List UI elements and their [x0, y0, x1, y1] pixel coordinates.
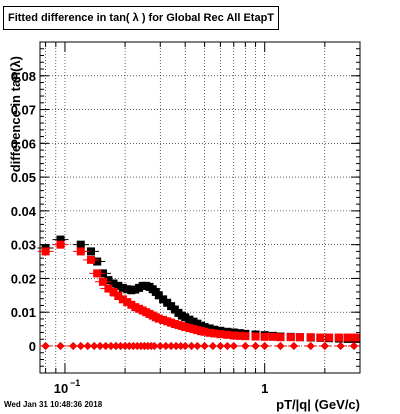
y-tick-label: 0.05: [11, 170, 36, 185]
data-point: [159, 295, 168, 304]
grid: [40, 42, 361, 373]
x-tick-exponent: −1: [70, 378, 80, 388]
tick-labels: 0 0.01 0.02 0.03 0.04 0.05 0.06 0.07 0.08 10 −1 1: [11, 69, 269, 396]
data-point: [123, 285, 132, 294]
data-point: [193, 341, 202, 350]
data-point: [154, 291, 163, 300]
data-point: [185, 315, 194, 324]
data-point: [93, 257, 102, 266]
y-tick-label: 0.08: [11, 69, 36, 84]
data-point: [181, 341, 190, 350]
data-point: [154, 314, 163, 323]
data-point: [118, 295, 127, 304]
x-axis-label: pT/|q| (GeV/c): [276, 397, 360, 412]
data-point: [260, 332, 269, 341]
diamond-series: [39, 341, 361, 350]
data-point: [276, 341, 285, 350]
data-point: [289, 341, 298, 350]
data-point: [114, 291, 123, 300]
plot-frame: [39, 41, 361, 374]
data-point: [98, 277, 107, 286]
data-point: [295, 333, 304, 342]
data-point: [351, 333, 360, 342]
data-point: [235, 331, 244, 340]
y-tick-label: 0: [29, 339, 36, 354]
x-tick-label: 1: [261, 381, 268, 396]
data-point: [216, 330, 225, 339]
data-point: [200, 327, 209, 336]
chart-title: Fitted difference in tan( λ ) for Global…: [3, 6, 279, 30]
data-point: [316, 333, 325, 342]
data-point: [104, 276, 113, 285]
data-point: [276, 333, 285, 342]
data-point: [306, 333, 315, 342]
y-tick-label: 0.07: [11, 103, 36, 118]
data-point: [56, 341, 65, 350]
data-point: [208, 341, 217, 350]
x-tick-label: 10: [54, 381, 68, 396]
data-point: [159, 315, 168, 324]
data-point: [123, 298, 132, 307]
data-point: [260, 341, 269, 350]
data-point: [86, 247, 95, 256]
data-point: [343, 333, 352, 342]
data-point: [334, 333, 343, 342]
data-point: [56, 235, 65, 244]
data-point: [251, 332, 260, 341]
data-point: [268, 332, 277, 341]
data-point: [306, 341, 315, 350]
data-point: [118, 283, 127, 292]
data-point: [76, 341, 85, 350]
data-point: [76, 247, 85, 256]
data-point: [205, 328, 214, 337]
data-point: [69, 341, 78, 350]
data-point: [241, 332, 250, 341]
data-point: [109, 279, 118, 288]
data-point: [286, 333, 295, 342]
data-point: [210, 329, 219, 338]
square-series: [37, 240, 360, 342]
data-point: [336, 341, 345, 350]
data-point: [205, 324, 214, 333]
y-axis-label: difference in tan(λ): [8, 56, 23, 172]
data-point: [251, 341, 260, 350]
data-point: [223, 341, 232, 350]
series-layer: [37, 235, 361, 350]
data-point: [56, 240, 65, 249]
data-point: [229, 331, 238, 340]
data-point: [229, 341, 238, 350]
data-point: [41, 341, 50, 350]
y-tick-label: 0.03: [11, 238, 36, 253]
data-point: [350, 341, 359, 350]
data-point: [223, 330, 232, 339]
data-point: [200, 341, 209, 350]
data-point: [109, 287, 118, 296]
timestamp: Wed Jan 31 10:48:36 2018: [4, 400, 103, 409]
y-tick-label: 0.01: [11, 305, 36, 320]
data-point: [93, 269, 102, 278]
data-point: [241, 341, 250, 350]
data-point: [76, 240, 85, 249]
data-point: [114, 281, 123, 290]
data-point: [325, 333, 334, 342]
data-point: [83, 341, 92, 350]
y-tick-label: 0.02: [11, 271, 36, 286]
data-point: [216, 341, 225, 350]
axis-ticks: [40, 42, 361, 374]
y-tick-label: 0.04: [11, 204, 37, 219]
y-tick-label: 0.06: [11, 136, 36, 151]
data-point: [185, 324, 194, 333]
data-point: [181, 313, 190, 322]
data-point: [104, 284, 113, 293]
data-point: [41, 247, 50, 256]
data-point: [181, 323, 190, 332]
data-point: [320, 341, 329, 350]
data-point: [200, 323, 209, 332]
data-point: [86, 255, 95, 264]
